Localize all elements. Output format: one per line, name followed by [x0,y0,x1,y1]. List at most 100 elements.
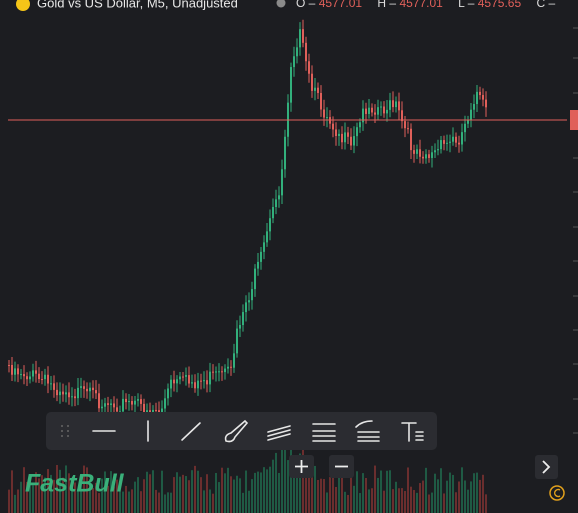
candle-body [107,403,109,405]
candle-body [212,371,214,373]
fib-fan-tool[interactable] [355,420,380,442]
ohlc-value: 4577.01 [399,0,443,10]
volume-bar [143,479,145,513]
volume-bar [341,465,343,513]
candle-body [35,370,37,374]
volume-bar [83,465,85,513]
candle-body [437,149,439,151]
candle-body [344,132,346,143]
candle-body [332,123,334,130]
volume-bar [323,479,325,513]
volume-bar [470,481,472,513]
trend-line-tool[interactable] [181,422,201,441]
volume-bar [200,477,202,513]
candle-body [269,218,271,232]
volume-bar [350,473,352,513]
toolbar-bg [46,412,437,450]
volume-bar [161,470,163,513]
volume-bar [68,473,70,513]
candle-body [155,409,157,411]
volume-bar [89,479,91,513]
volume-bar [236,475,238,513]
scroll-right-button[interactable] [535,455,558,479]
candle-body [176,379,178,384]
candle-body [464,123,466,133]
candle-body [314,87,316,91]
candle-body [461,132,463,145]
candle-body [311,73,313,91]
candle-body [428,154,430,158]
volume-bar [242,492,244,513]
volume-bar [389,470,391,513]
symbol-title: Gold vs US Dollar, M5, Unadjusted [37,0,238,10]
candle-body [473,104,475,110]
volume-bar [371,488,373,513]
volume-bar [344,491,346,513]
plus-icon [295,460,308,473]
price-tag [570,110,578,130]
volume-bar [248,490,250,513]
candle-body [17,368,19,375]
candle-body [413,150,415,154]
volume-bar [317,479,319,513]
candle-body [26,376,28,380]
volume-bar [320,478,322,513]
volume-bar [107,485,109,513]
candle-body [470,109,472,121]
volume-bar [266,469,268,513]
volume-bar [122,491,124,513]
candle-body [485,99,487,108]
candle-body [41,379,43,381]
volume-bar [272,459,274,513]
volume-bar [8,489,10,513]
volume-bar [365,477,367,513]
volume-bar [77,488,79,513]
volume-bar [65,465,67,513]
ohlc-value: 4575.65 [478,0,522,10]
volume-bar [305,468,307,513]
volume-bar [263,467,265,513]
candle-body [254,268,256,290]
volume-bar [29,475,31,513]
candle-body [446,142,448,144]
candle-body [392,100,394,108]
volume-bar [44,477,46,513]
volume-bar [47,469,49,513]
candle-body [86,388,88,392]
candle-body [476,91,478,105]
candle-body [158,410,160,413]
volume-bar [86,467,88,513]
candle-body [23,374,25,377]
volume-bar [80,477,82,513]
brush-tool[interactable] [224,419,249,443]
parallel-channel-tool[interactable] [267,425,291,441]
candle-body [449,141,451,143]
volume-bar [452,474,454,513]
volume-bar [239,478,241,513]
volume-bar [368,489,370,513]
candle-body [38,373,40,380]
volume-bar [395,481,397,513]
text-tool[interactable] [401,422,424,442]
candle-body [65,392,67,395]
volume-bar [257,471,259,513]
candle-body [32,370,34,377]
candle-body [443,140,445,144]
volume-bar [338,472,340,513]
fib-tool[interactable] [312,423,336,442]
volume-bar [419,483,421,513]
candle-body [236,328,238,354]
candle-body [170,379,172,389]
volume-bar [401,488,403,513]
volume-bar [422,480,424,513]
volume-bar [458,481,460,513]
candle-body [182,376,184,378]
candle-body [227,366,229,369]
volume-bar [182,474,184,513]
volume-bar [167,492,169,513]
volume-bar [386,470,388,513]
candle-body [383,106,385,114]
candle-body [164,398,166,409]
candle-body [479,91,481,96]
volume-bar [416,492,418,513]
